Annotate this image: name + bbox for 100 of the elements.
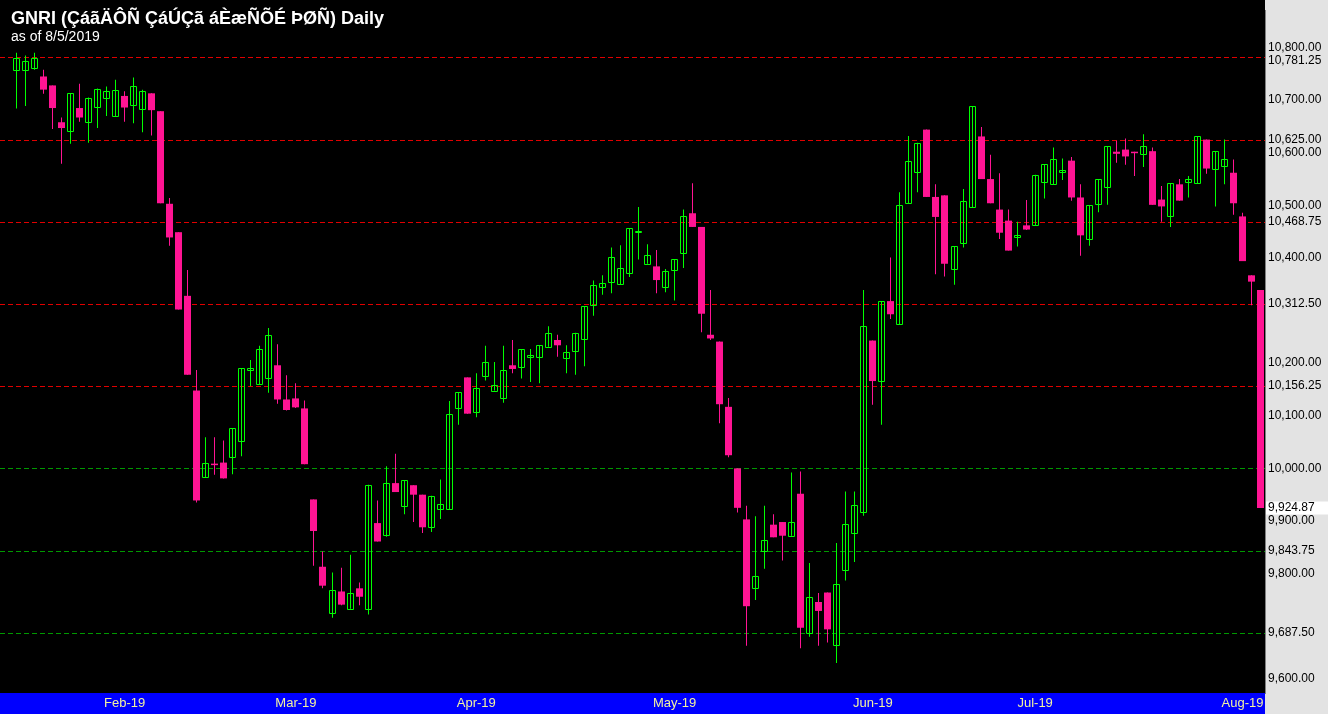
candlestick	[67, 93, 74, 144]
candlestick	[256, 345, 263, 385]
y-tick-label: 9,800.00	[1268, 565, 1316, 580]
candlestick	[383, 466, 390, 537]
x-tick-label: Mar-19	[275, 695, 317, 711]
x-tick-label: Feb-19	[104, 695, 146, 711]
candlestick	[590, 280, 597, 316]
candlestick	[329, 572, 336, 618]
y-tick-label: 10,200.00	[1268, 355, 1322, 370]
candlestick	[446, 401, 453, 510]
candlestick	[13, 52, 20, 109]
candlestick	[247, 360, 254, 387]
candlestick	[491, 362, 498, 392]
candlestick	[572, 332, 579, 375]
candlestick	[130, 77, 137, 124]
candlestick	[1086, 205, 1093, 246]
candlestick	[1032, 174, 1039, 226]
candlestick	[265, 327, 272, 393]
candlestick	[788, 472, 795, 537]
candlestick	[1104, 146, 1111, 205]
candlestick	[455, 392, 462, 425]
ref-line-label: 10,312.50	[1268, 296, 1322, 311]
y-tick-label: 10,600.00	[1268, 145, 1322, 160]
candlestick	[599, 275, 606, 295]
candlestick	[94, 88, 101, 129]
candlestick	[581, 306, 588, 367]
candlestick	[563, 345, 570, 374]
candlestick	[1050, 147, 1057, 185]
candlestick	[202, 437, 209, 478]
candlestick	[1221, 139, 1228, 185]
candlestick	[1113, 140, 1120, 163]
candlestick	[527, 348, 534, 383]
candlestick	[969, 106, 976, 208]
candlestick	[1194, 136, 1201, 184]
candlestick	[761, 505, 768, 569]
candlestick	[482, 345, 489, 381]
candlestick	[1212, 151, 1219, 207]
x-tick-label: May-19	[652, 695, 697, 711]
text: as of 8/5/2019	[11, 28, 100, 44]
candlestick	[428, 495, 435, 533]
candlestick	[626, 227, 633, 277]
candlestick	[842, 491, 849, 581]
candlestick	[833, 543, 840, 664]
candlestick	[608, 247, 615, 294]
candlestick	[662, 269, 669, 293]
ref-line-label: 10,781.25	[1268, 52, 1322, 67]
candlestick	[437, 479, 444, 519]
y-tick-label: 10,700.00	[1268, 92, 1322, 107]
y-tick-label: 10,800.00	[1268, 39, 1322, 54]
candlestick	[112, 79, 119, 117]
ref-line-label: 10,156.25	[1268, 378, 1322, 393]
chart-title: GNRI (ÇáãÄÔÑ ÇáÚÇã áÈæÑÕÉ ÞØÑ) Daily	[11, 8, 385, 28]
candlestick	[680, 209, 687, 268]
candlestick	[806, 563, 813, 637]
y-tick-label: 10,400.00	[1268, 250, 1322, 265]
candlestick	[914, 142, 921, 193]
candlestick	[365, 484, 372, 615]
candlestick	[518, 348, 525, 379]
y-tick-label: 10,500.00	[1268, 197, 1322, 212]
x-tick-label: Jul-19	[1017, 695, 1053, 711]
x-tick-label: Apr-19	[456, 695, 496, 711]
ref-line-label: 9,843.75	[1268, 542, 1316, 557]
candlestick	[1095, 179, 1102, 213]
candlestick	[896, 192, 903, 325]
candlestick	[878, 301, 885, 425]
candlestick	[1167, 183, 1174, 227]
y-tick-label: 10,000.00	[1268, 460, 1322, 475]
candlestick	[1041, 164, 1048, 199]
candlestick	[347, 554, 354, 610]
x-tick-label: Aug-19	[1221, 695, 1264, 711]
y-tick-label: 9,900.00	[1268, 513, 1316, 528]
candlestick	[85, 97, 92, 143]
candlestick	[229, 427, 236, 475]
candlestick	[500, 345, 507, 403]
ref-line-label: 9,687.50	[1268, 625, 1316, 640]
ref-line-label: 10,625.00	[1268, 131, 1322, 146]
ref-line-label: 10,468.75	[1268, 214, 1322, 229]
candlestick	[22, 55, 29, 106]
x-tick-label: Jun-19	[853, 695, 893, 711]
candlestick	[103, 86, 110, 116]
y-tick-label: 9,600.00	[1268, 671, 1316, 686]
candlestick	[545, 326, 552, 348]
candlestick	[473, 373, 480, 418]
candlestick	[671, 259, 678, 301]
candlestick	[536, 345, 543, 384]
candlestick	[951, 246, 958, 285]
candlestick	[960, 189, 967, 248]
candlestick	[851, 491, 858, 563]
candlestick	[635, 206, 642, 260]
candlestick	[1140, 134, 1147, 167]
candlestick	[401, 480, 408, 515]
candlestick	[139, 89, 146, 133]
candlestick	[617, 245, 624, 285]
candlestick	[238, 367, 245, 457]
candlestick	[644, 244, 651, 265]
y-tick-label: 10,100.00	[1268, 408, 1322, 423]
candlestick	[905, 135, 912, 204]
candlestick	[752, 516, 759, 600]
text: 9,924.87	[1268, 500, 1316, 515]
candlestick	[860, 290, 867, 516]
